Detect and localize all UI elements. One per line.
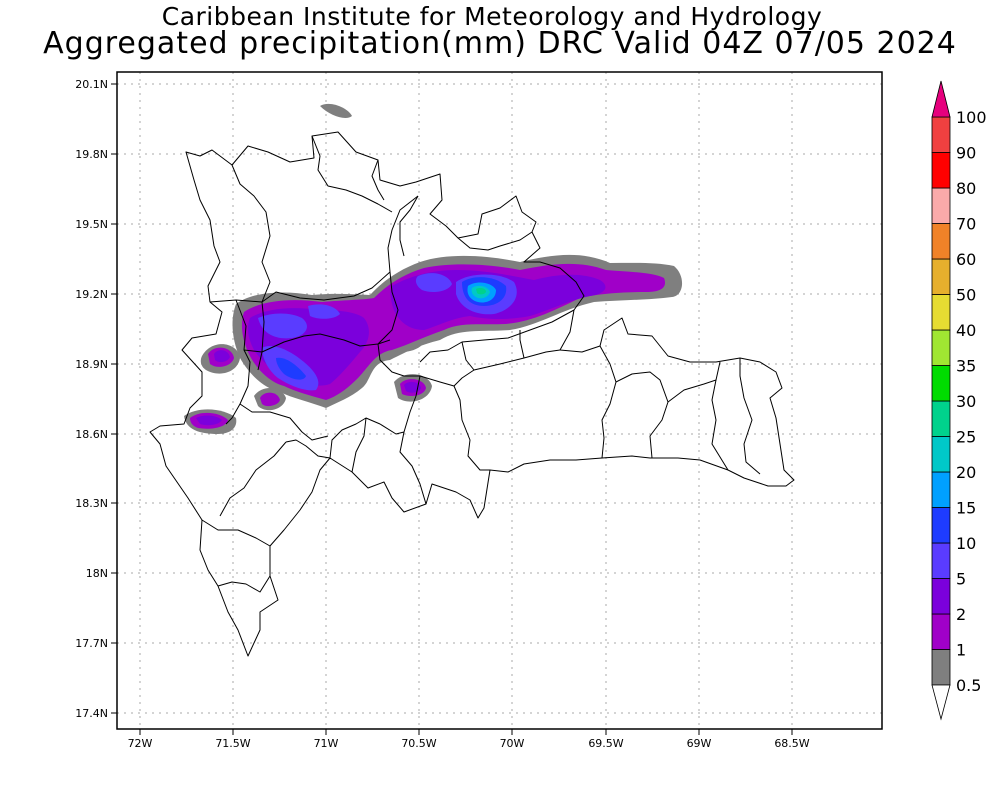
lat-tick-label: 19.5N [75,218,108,231]
colorbar-label: 30 [956,392,976,411]
colorbar-segment [931,649,951,686]
lat-tick-label: 18.6N [75,428,108,441]
lat-tick-label: 17.4N [75,707,108,720]
lon-tick-label: 69W [687,737,712,750]
lon-tick-label: 71W [314,737,339,750]
colorbar-label: 1 [956,641,966,660]
colorbar-segment [931,400,951,437]
colorbar-label: 80 [956,179,976,198]
map-frame [116,71,883,730]
lon-tick-label: 72W [128,737,153,750]
colorbar-bottom-arrow [931,684,951,721]
colorbar-label: 10 [956,534,976,553]
lat-tick-label: 17.7N [75,637,108,650]
colorbar-label: 35 [956,357,976,376]
colorbar-segment [931,294,951,331]
colorbar-label: 40 [956,321,976,340]
colorbar-label: 25 [956,428,976,447]
colorbar-label: 60 [956,250,976,269]
colorbar-top-arrow [931,80,951,118]
lat-tick-label: 18N [86,567,108,580]
colorbar-label: 20 [956,463,976,482]
lon-tick-label: 70W [500,737,525,750]
precipitation-shading [184,103,683,434]
colorbar-segment [931,578,951,615]
institution-title: Caribbean Institute for Meteorology and … [161,2,823,31]
colorbar-label: 2 [956,605,966,624]
province-boundaries [149,131,795,657]
colorbar-segment [931,365,951,402]
colorbar-label: 100 [956,108,987,127]
product-title: Aggregated precipitation(mm) DRC Valid 0… [43,26,957,61]
colorbar-segment [931,258,951,295]
colorbar-segment [931,436,951,473]
colorbar-segment [931,187,951,224]
colorbar-segment [931,329,951,366]
colorbar-segment [931,152,951,189]
colorbar-label: 15 [956,499,976,518]
colorbar-segment [931,542,951,579]
lat-tick-label: 18.3N [75,497,108,510]
colorbar-segment [931,471,951,508]
lat-tick-label: 18.9N [75,358,108,371]
lon-tick-label: 70.5W [401,737,436,750]
colorbar-segment [931,116,951,153]
colorbar-label: 5 [956,570,966,589]
colorbar-label: 70 [956,215,976,234]
colorbar-label: 90 [956,144,976,163]
lat-tick-label: 20.1N [75,78,108,91]
lon-tick-label: 71.5W [215,737,250,750]
colorbar-segment [931,613,951,650]
colorbar-label: 0.5 [956,676,981,695]
lat-tick-label: 19.2N [75,288,108,301]
lon-tick-label: 68.5W [774,737,809,750]
lat-tick-label: 19.8N [75,148,108,161]
lon-tick-label: 69.5W [588,737,623,750]
colorbar-label: 50 [956,286,976,305]
map-grid: 72W 71.5W 71W 70.5W 70W 69.5W 69W 68.5W 20.1N 19.… [75,72,882,750]
colorbar-segment [931,507,951,544]
colorbar-segment [931,223,951,260]
